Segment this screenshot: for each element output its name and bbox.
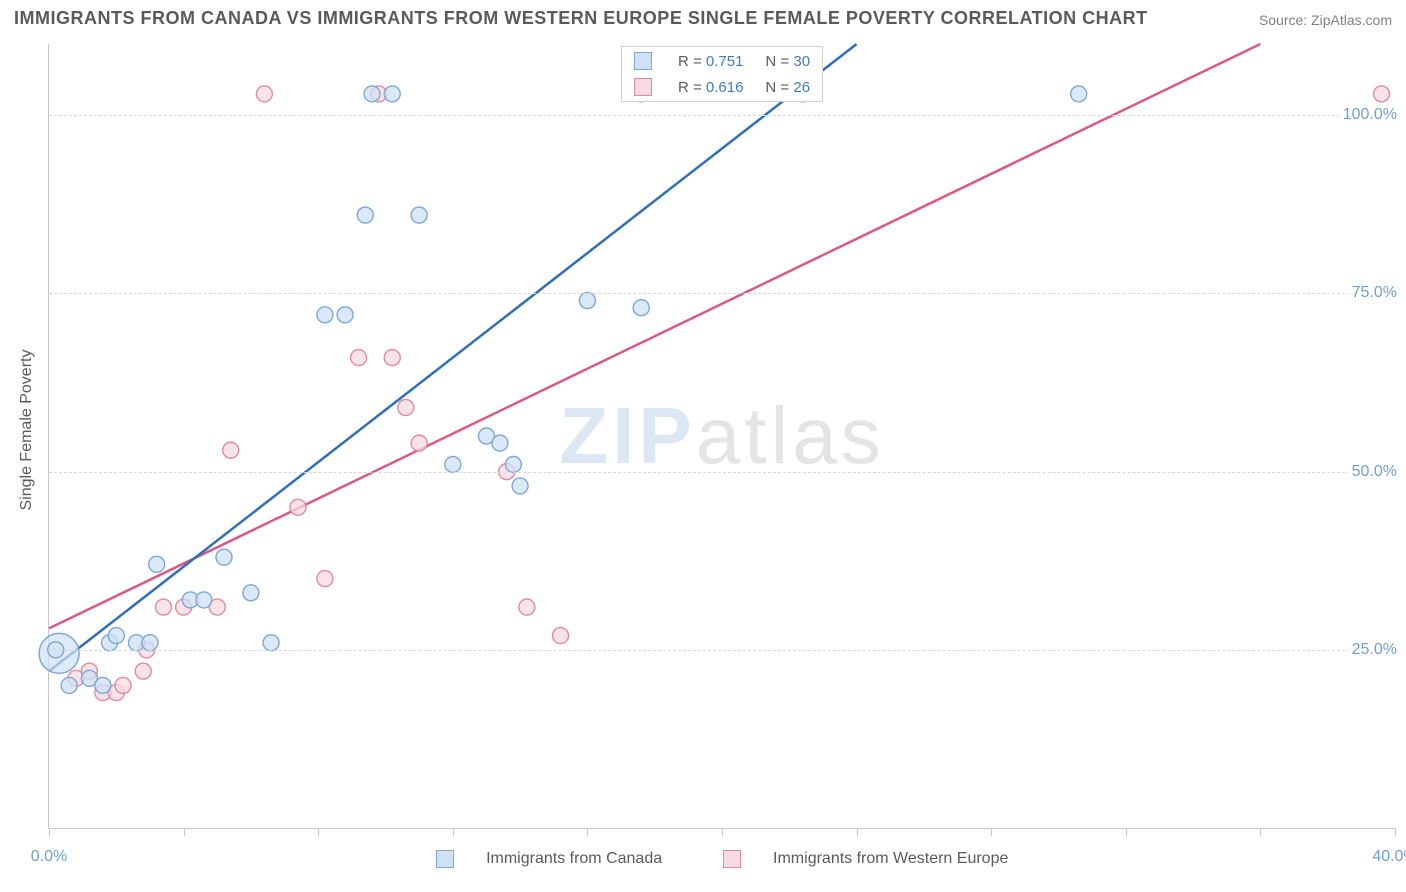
data-point (552, 628, 568, 644)
grid-line (49, 293, 1395, 294)
data-point (411, 207, 427, 223)
data-point (337, 307, 353, 323)
data-point (505, 457, 521, 473)
y-tick-label: 75.0% (1348, 284, 1397, 302)
chart-title: IMMIGRANTS FROM CANADA VS IMMIGRANTS FRO… (14, 8, 1148, 29)
plot-area: ZIPatlas R = 0.751 N = 30 R = 0.616 N = … (48, 44, 1395, 829)
legend-label-weurope: Immigrants from Western Europe (773, 850, 1008, 867)
x-tick (991, 828, 992, 836)
x-tick (1126, 828, 1127, 836)
data-point (445, 457, 461, 473)
data-point (411, 435, 427, 451)
data-point (384, 86, 400, 102)
data-point (223, 442, 239, 458)
x-tick (49, 828, 50, 836)
data-point (135, 663, 151, 679)
y-tick-label: 100.0% (1339, 106, 1397, 124)
legend-label-canada: Immigrants from Canada (486, 850, 662, 867)
x-tick (857, 828, 858, 836)
r-value-weurope: 0.616 (706, 79, 744, 96)
data-point (1071, 86, 1087, 102)
x-tick-label: 0.0% (31, 848, 67, 866)
data-point (149, 556, 165, 572)
legend-bottom: Immigrants from Canada Immigrants from W… (49, 850, 1395, 868)
data-point (519, 599, 535, 615)
data-point (263, 635, 279, 651)
data-point (95, 677, 111, 693)
y-tick-label: 25.0% (1348, 641, 1397, 659)
swatch-weurope (634, 78, 652, 96)
legend-row-canada: R = 0.751 N = 30 (624, 49, 820, 73)
legend-row-weurope: R = 0.616 N = 26 (624, 75, 820, 99)
n-value-weurope: 26 (793, 79, 810, 96)
data-point (61, 677, 77, 693)
data-point (243, 585, 259, 601)
data-point (155, 599, 171, 615)
legend-correlation: R = 0.751 N = 30 R = 0.616 N = 26 (621, 46, 823, 102)
data-point (364, 86, 380, 102)
x-tick (453, 828, 454, 836)
trend-line (49, 44, 1260, 628)
data-point (579, 293, 595, 309)
data-point (115, 677, 131, 693)
data-point (633, 300, 649, 316)
swatch-weurope-bottom (723, 850, 741, 868)
x-tick (184, 828, 185, 836)
data-point (351, 350, 367, 366)
chart-svg (49, 44, 1395, 828)
grid-line (49, 115, 1395, 116)
n-value-canada: 30 (793, 53, 810, 70)
data-point (256, 86, 272, 102)
data-point (317, 307, 333, 323)
data-point (196, 592, 212, 608)
x-tick (318, 828, 319, 836)
data-point (290, 499, 306, 515)
data-point (512, 478, 528, 494)
data-point (357, 207, 373, 223)
grid-line (49, 650, 1395, 651)
data-point (398, 399, 414, 415)
trend-line (49, 44, 857, 671)
data-point (384, 350, 400, 366)
data-point (1374, 86, 1390, 102)
x-tick (722, 828, 723, 836)
data-point (317, 571, 333, 587)
data-point (108, 628, 124, 644)
legend-item-weurope: Immigrants from Western Europe (709, 850, 1023, 867)
grid-line (49, 472, 1395, 473)
r-value-canada: 0.751 (706, 53, 744, 70)
x-tick-label: 40.0% (1372, 848, 1406, 866)
swatch-canada (634, 52, 652, 70)
legend-item-canada: Immigrants from Canada (422, 850, 681, 867)
swatch-canada-bottom (436, 850, 454, 868)
x-tick (1395, 828, 1396, 836)
x-tick (1260, 828, 1261, 836)
data-point (492, 435, 508, 451)
data-point (216, 549, 232, 565)
source-credit: Source: ZipAtlas.com (1259, 12, 1392, 28)
y-tick-label: 50.0% (1348, 463, 1397, 481)
x-tick (587, 828, 588, 836)
y-axis-title: Single Female Poverty (18, 350, 36, 511)
data-point (142, 635, 158, 651)
